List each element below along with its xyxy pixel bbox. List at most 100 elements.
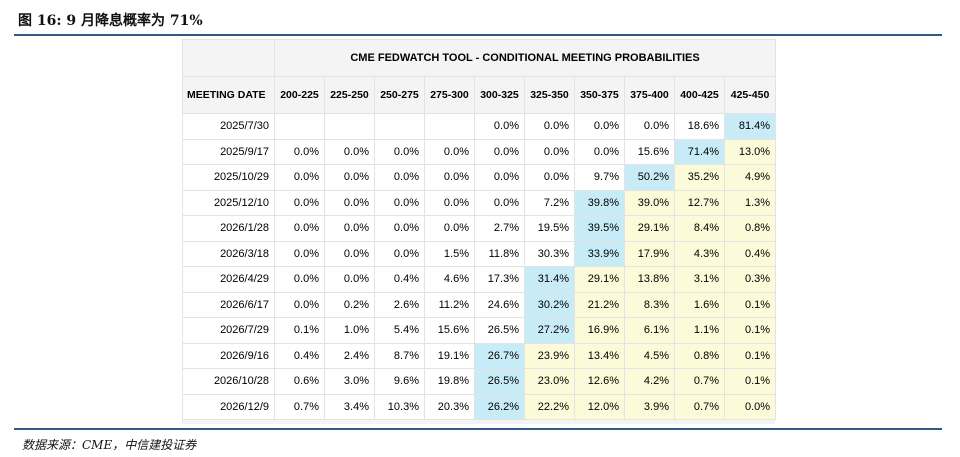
- probability-cell: 8.3%: [624, 291, 675, 318]
- probability-cell: 17.3%: [474, 266, 525, 293]
- probability-cell: 4.3%: [674, 240, 725, 267]
- table-row: 2025/7/30 0.0% 0.0% 0.0% 0.0% 18.6% 81.4%: [182, 113, 777, 140]
- probability-cell: 0.7%: [674, 393, 725, 420]
- probability-cell: 0.0%: [424, 164, 475, 191]
- probability-cell: 26.5%: [474, 317, 525, 344]
- probability-cell: 15.6%: [624, 138, 675, 165]
- probability-cell: 0.0%: [424, 215, 475, 242]
- probability-cell: 0.0%: [324, 164, 375, 191]
- probability-cell: 5.4%: [374, 317, 425, 344]
- probability-cell: 0.0%: [574, 138, 625, 165]
- probability-cell: 17.9%: [624, 240, 675, 267]
- table-row: 2026/3/18 0.0% 0.0% 0.0% 1.5% 11.8% 30.3% 33.9%…: [182, 240, 777, 267]
- probability-cell: 0.1%: [274, 317, 325, 344]
- meeting-date-cell: 2025/7/30: [182, 113, 275, 140]
- probability-cell: 18.6%: [674, 113, 725, 140]
- probability-cell: 24.6%: [474, 291, 525, 318]
- probability-cell: 23.0%: [524, 368, 575, 395]
- probability-cell: 0.0%: [374, 164, 425, 191]
- probability-cell: 0.0%: [374, 138, 425, 165]
- probability-cell: 26.2%: [474, 393, 525, 420]
- table-row: 2026/7/29 0.1% 1.0% 5.4% 15.6% 26.5% 27.2% 16.9…: [182, 317, 777, 344]
- table-title: CME FEDWATCH TOOL - CONDITIONAL MEETING …: [273, 39, 777, 77]
- probability-cell: 8.4%: [674, 215, 725, 242]
- probability-cell: 0.0%: [524, 113, 575, 140]
- probability-cell: 0.8%: [723, 215, 777, 242]
- table-row: 2026/12/9 0.7% 3.4% 10.3% 20.3% 26.2% 22.2% 12.…: [182, 393, 777, 420]
- probability-cell: 39.0%: [624, 189, 675, 216]
- probability-cell: 0.0%: [524, 164, 575, 191]
- rate-range-header: 225-250: [324, 76, 375, 114]
- probability-cell: 0.0%: [374, 240, 425, 267]
- probability-cell: 0.0%: [424, 138, 475, 165]
- meeting-date-header: MEETING DATE: [182, 76, 275, 114]
- probability-cell: 9.7%: [574, 164, 625, 191]
- meeting-date-cell: 2026/9/16: [182, 342, 275, 369]
- probability-cell: 39.8%: [574, 189, 625, 216]
- probability-cell: 1.6%: [674, 291, 725, 318]
- probability-cell: 0.1%: [723, 342, 777, 369]
- meeting-date-cell: 2026/6/17: [182, 291, 275, 318]
- table-row: 2026/9/16 0.4% 2.4% 8.7% 19.1% 26.7% 23.9% 13.4…: [182, 342, 777, 369]
- rate-range-header: 400-425: [674, 76, 725, 114]
- probability-cell: 0.0%: [474, 189, 525, 216]
- probability-cell: 11.8%: [474, 240, 525, 267]
- probability-cell: [324, 113, 375, 140]
- probability-cell: 0.0%: [474, 113, 525, 140]
- probability-cell: 26.7%: [474, 342, 525, 369]
- probability-cell: 0.0%: [274, 215, 325, 242]
- probability-cell: 0.0%: [274, 266, 325, 293]
- probability-cell: 0.2%: [324, 291, 375, 318]
- probability-cell: 0.0%: [274, 291, 325, 318]
- table-row: 2026/4/29 0.0% 0.0% 0.4% 4.6% 17.3% 31.4% 29.1%…: [182, 266, 777, 293]
- figure-title: 图 16: 9 月降息概率为 71%: [18, 13, 203, 29]
- probability-cell: 4.9%: [723, 164, 777, 191]
- probability-cell: 0.0%: [274, 189, 325, 216]
- probability-cell: 71.4%: [674, 138, 725, 165]
- probability-cell: 0.7%: [674, 368, 725, 395]
- meeting-date-cell: 2026/4/29: [182, 266, 275, 293]
- rate-range-header: 300-325: [474, 76, 525, 114]
- probability-cell: 26.5%: [474, 368, 525, 395]
- probability-cell: 0.1%: [723, 368, 777, 395]
- probability-cell: 0.0%: [474, 164, 525, 191]
- table-row: 2026/10/28 0.6% 3.0% 9.6% 19.8% 26.5% 23.0% 12.…: [182, 368, 777, 395]
- probability-cell: 31.4%: [524, 266, 575, 293]
- probability-cell: 20.3%: [424, 393, 475, 420]
- probability-cell: 4.2%: [624, 368, 675, 395]
- probability-cell: 29.1%: [624, 215, 675, 242]
- probability-cell: 2.7%: [474, 215, 525, 242]
- meeting-date-cell: 2026/7/29: [182, 317, 275, 344]
- probability-cell: 12.0%: [574, 393, 625, 420]
- bottom-divider: [14, 428, 942, 430]
- table-row: 2025/10/29 0.0% 0.0% 0.0% 0.0% 0.0% 0.0% 9.7% 50…: [182, 164, 777, 191]
- probability-cell: 16.9%: [574, 317, 625, 344]
- meeting-date-cell: 2025/12/10: [182, 189, 275, 216]
- probability-cell: 9.6%: [374, 368, 425, 395]
- probability-cell: 4.5%: [624, 342, 675, 369]
- probability-cell: 6.1%: [624, 317, 675, 344]
- probability-cell: 1.3%: [723, 189, 777, 216]
- probability-cell: 0.3%: [723, 266, 777, 293]
- probability-cell: 23.9%: [524, 342, 575, 369]
- probability-cell: 3.4%: [324, 393, 375, 420]
- probability-cell: 13.4%: [574, 342, 625, 369]
- probability-cell: 0.0%: [424, 189, 475, 216]
- probability-cell: [374, 113, 425, 140]
- probability-cell: 30.2%: [524, 291, 575, 318]
- probability-cell: 81.4%: [723, 113, 777, 140]
- probability-cell: 0.0%: [274, 164, 325, 191]
- rate-range-header: 375-400: [624, 76, 675, 114]
- probability-cell: 0.0%: [324, 138, 375, 165]
- probability-cell: 0.0%: [324, 215, 375, 242]
- rate-range-header: 325-350: [524, 76, 575, 114]
- probability-cell: 2.4%: [324, 342, 375, 369]
- meeting-date-cell: 2026/10/28: [182, 368, 275, 395]
- fedwatch-table: CME FEDWATCH TOOL - CONDITIONAL MEETING …: [182, 39, 777, 420]
- probability-cell: 0.6%: [274, 368, 325, 395]
- rate-range-header: 200-225: [274, 76, 325, 114]
- probability-cell: 2.6%: [374, 291, 425, 318]
- probability-cell: 12.6%: [574, 368, 625, 395]
- probability-cell: 0.0%: [324, 266, 375, 293]
- probability-cell: 10.3%: [374, 393, 425, 420]
